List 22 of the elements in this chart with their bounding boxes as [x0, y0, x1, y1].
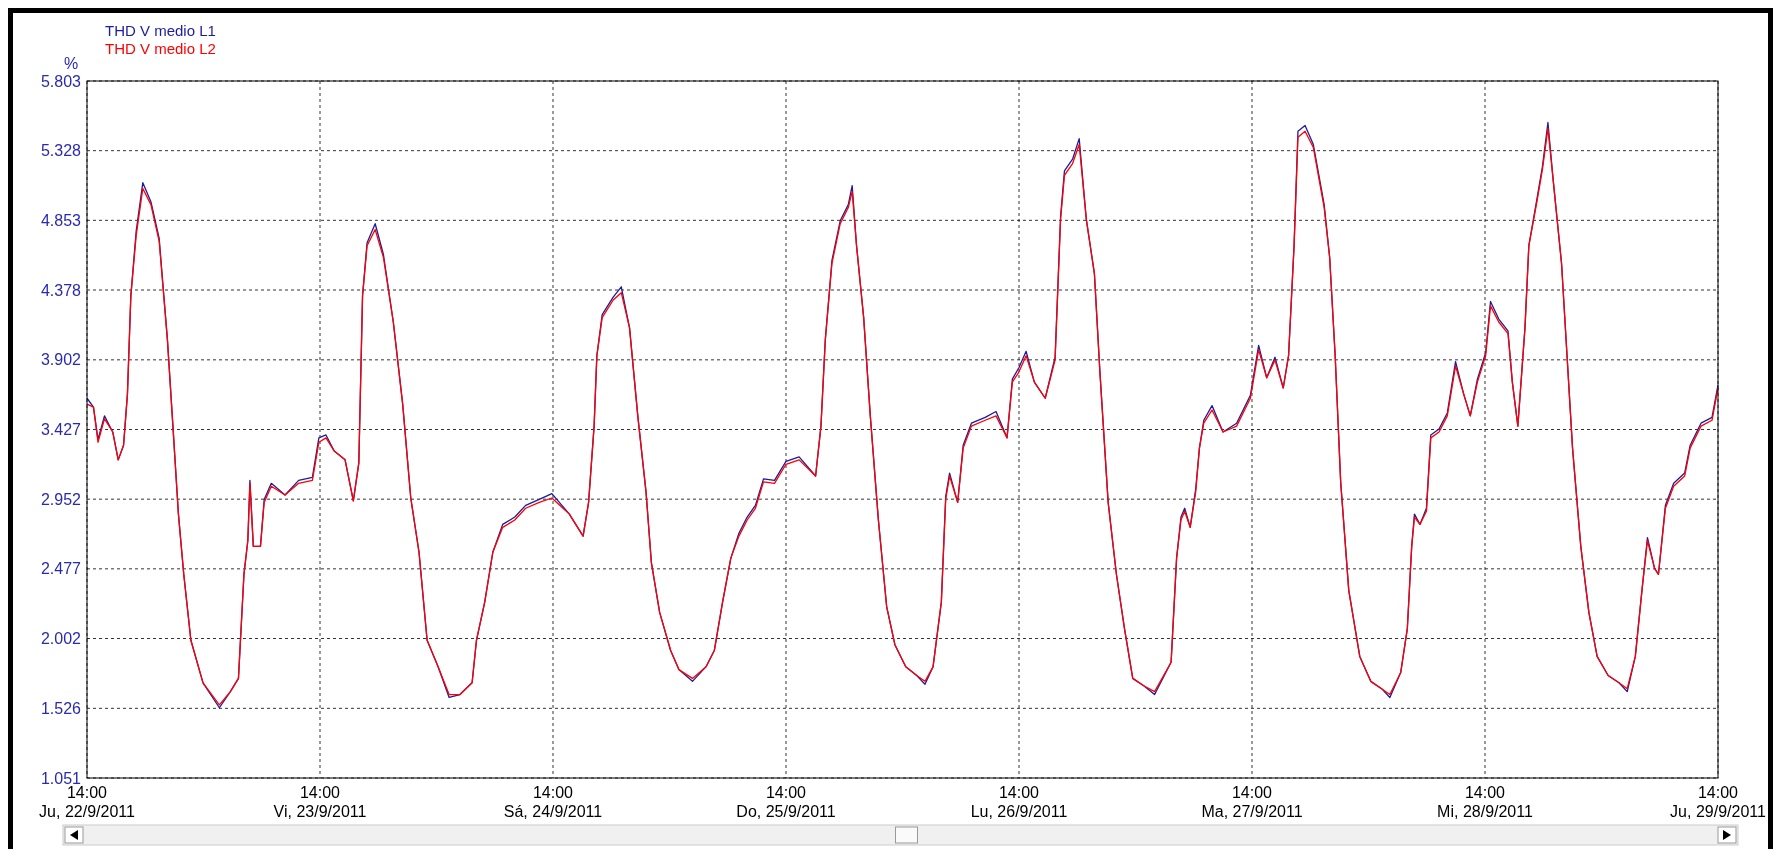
y-tick-label: 5.803	[40, 72, 82, 90]
x-tick-label: 14:00 Mi, 28/9/2011	[1437, 784, 1533, 820]
y-tick-label: 2.477	[40, 560, 82, 578]
y-tick-label: 2.002	[40, 630, 82, 648]
x-tick-label: 14:00 Ju, 22/9/2011	[39, 784, 135, 820]
y-tick-label: 3.902	[40, 351, 82, 369]
text: THD V medio L1	[105, 22, 216, 39]
x-tick-label: 14:00 Ma, 27/9/2011	[1201, 784, 1303, 820]
y-tick-label: 4.378	[40, 281, 82, 299]
text: THD V medio L2	[105, 40, 216, 57]
y-tick-label: 1.526	[40, 699, 82, 717]
y-tick-label: 1.051	[40, 769, 82, 787]
y-axis-title: %	[63, 55, 79, 72]
y-tick-label: 2.952	[40, 490, 82, 508]
y-tick-label: 3.427	[40, 421, 82, 439]
y-tick-label: 4.853	[40, 211, 82, 229]
y-tick-label: 5.328	[40, 142, 82, 160]
x-tick-label: 14:00 Vi, 23/9/2011	[273, 784, 367, 820]
x-tick-label: 14:00 Sá, 24/9/2011	[503, 784, 603, 820]
x-tick-label: 14:00 Ju, 29/9/2011	[1670, 784, 1766, 820]
x-tick-label: 14:00 Lu, 26/9/2011	[970, 784, 1068, 820]
x-tick-label: 14:00 Do, 25/9/2011	[736, 784, 836, 820]
